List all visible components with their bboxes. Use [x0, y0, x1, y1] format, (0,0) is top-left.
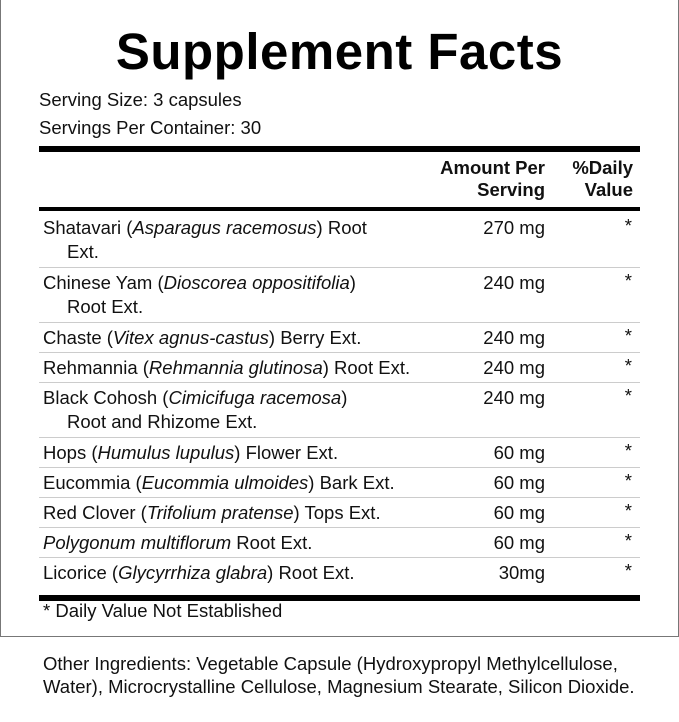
ingredient-latin-name: Cimicifuga racemosa	[168, 387, 342, 408]
ingredient-part: ) Root	[316, 217, 367, 238]
ingredient-part: )	[341, 387, 348, 408]
ingredient-part: ) Flower Ext.	[234, 442, 339, 463]
ingredient-part: ) Berry Ext.	[268, 327, 362, 348]
ingredient-daily-value: *	[624, 440, 632, 461]
ingredient-daily-value: *	[624, 325, 632, 346]
ingredient-daily-value: *	[624, 385, 632, 406]
ingredient-row: Chaste (Vitex agnus-castus) Berry Ext. 24…	[39, 323, 640, 353]
ingredient-part: ) Root Ext.	[322, 357, 411, 378]
header-divider	[39, 207, 640, 211]
ingredient-row: Red Clover (Trifolium pratense) Tops Ext…	[39, 498, 640, 528]
panel-title: Supplement Facts	[115, 23, 564, 80]
ingredient-row: Chinese Yam (Dioscorea oppositifolia) Roo…	[39, 268, 640, 323]
ingredient-common-name: Rehmannia (	[43, 357, 149, 378]
amount-header-line2: Serving	[477, 179, 545, 200]
ingredient-name: Black Cohosh (Cimicifuga racemosa) Root a…	[43, 386, 443, 434]
ingredient-latin-name: Vitex agnus-castus	[112, 327, 269, 348]
ingredient-amount: 240 mg	[483, 357, 545, 378]
ingredient-latin-name: Glycyrrhiza glabra	[118, 562, 268, 583]
ingredient-common-name: Black Cohosh (	[43, 387, 169, 408]
ingredient-name: Chaste (Vitex agnus-castus) Berry Ext.	[43, 326, 443, 350]
ingredient-name: Rehmannia (Rehmannia glutinosa) Root Ext…	[43, 356, 443, 380]
ingredient-part: ) Tops Ext.	[293, 502, 381, 523]
ingredient-common-name: Eucommia (	[43, 472, 142, 493]
ingredient-amount: 60 mg	[493, 502, 545, 523]
dv-header-line2: Value	[584, 179, 633, 200]
ingredient-daily-value: *	[624, 215, 632, 236]
servings-per-container: Servings Per Container: 30	[39, 117, 262, 138]
ingredient-part: ) Bark Ext.	[308, 472, 395, 493]
thick-divider-bottom	[39, 595, 640, 601]
ingredient-common-name: Hops (	[43, 442, 98, 463]
ingredient-row: Rehmannia (Rehmannia glutinosa) Root Ext…	[39, 353, 640, 383]
ingredient-common-name: Shatavari (	[43, 217, 133, 238]
ingredient-name: Licorice (Glycyrrhiza glabra) Root Ext.	[43, 561, 443, 585]
ingredient-name: Eucommia (Eucommia ulmoides) Bark Ext.	[43, 471, 443, 495]
ingredient-part: ) Root Ext.	[267, 562, 355, 583]
ingredient-amount: 60 mg	[493, 472, 545, 493]
thick-divider	[39, 146, 640, 152]
ingredient-name: Shatavari (Asparagus racemosus) Root Ext.	[43, 216, 443, 264]
ingredient-amount: 270 mg	[483, 217, 545, 238]
ingredient-amount: 240 mg	[483, 387, 545, 408]
other-ingredients: Other Ingredients: Vegetable Capsule (Hy…	[43, 653, 635, 697]
ingredient-amount: 240 mg	[483, 272, 545, 293]
ingredient-amount: 30mg	[498, 562, 545, 583]
ingredient-latin-name: Polygonum multiflorum	[43, 532, 232, 553]
ingredient-name-continued: Root Ext.	[67, 296, 144, 317]
ingredient-name: Red Clover (Trifolium pratense) Tops Ext…	[43, 501, 443, 525]
ingredient-part: )	[349, 272, 356, 293]
ingredient-row: Hops (Humulus lupulus) Flower Ext. 60 mg *	[39, 438, 640, 468]
ingredient-daily-value: *	[624, 500, 632, 521]
ingredient-common-name: Red Clover (	[43, 502, 147, 523]
ingredient-latin-name: Humulus lupulus	[97, 442, 235, 463]
ingredient-name: Polygonum multiflorum Root Ext.	[43, 531, 443, 555]
ingredient-amount: 60 mg	[493, 532, 545, 553]
ingredient-common-name: Chinese Yam (	[43, 272, 164, 293]
ingredient-name-continued: Ext.	[67, 241, 99, 262]
amount-header: Amount Per Serving	[440, 157, 545, 201]
ingredient-daily-value: *	[624, 560, 632, 581]
ingredient-row: Shatavari (Asparagus racemosus) Root Ext.…	[39, 213, 640, 268]
ingredient-latin-name: Dioscorea oppositifolia	[163, 272, 350, 293]
ingredient-daily-value: *	[624, 530, 632, 551]
footnote: * Daily Value Not Established	[43, 600, 283, 621]
ingredient-amount: 60 mg	[493, 442, 545, 463]
daily-value-header: %Daily Value	[572, 157, 633, 201]
ingredient-daily-value: *	[624, 355, 632, 376]
serving-size: Serving Size: 3 capsules	[39, 89, 242, 110]
ingredient-latin-name: Trifolium pratense	[146, 502, 294, 523]
ingredient-part: Root Ext.	[231, 532, 313, 553]
ingredient-common-name: Chaste (	[43, 327, 113, 348]
amount-header-line1: Amount Per	[440, 157, 545, 178]
ingredient-row: Black Cohosh (Cimicifuga racemosa) Root a…	[39, 383, 640, 438]
ingredient-name: Chinese Yam (Dioscorea oppositifolia) Roo…	[43, 271, 443, 319]
ingredient-row: Licorice (Glycyrrhiza glabra) Root Ext. 3…	[39, 558, 640, 587]
ingredient-daily-value: *	[624, 270, 632, 291]
ingredient-latin-name: Asparagus racemosus	[132, 217, 317, 238]
ingredient-latin-name: Rehmannia glutinosa	[148, 357, 323, 378]
ingredient-name-continued: Root and Rhizome Ext.	[67, 411, 258, 432]
ingredient-name: Hops (Humulus lupulus) Flower Ext.	[43, 441, 443, 465]
ingredient-row: Eucommia (Eucommia ulmoides) Bark Ext. 60…	[39, 468, 640, 498]
ingredient-common-name: Licorice (	[43, 562, 119, 583]
ingredient-row: Polygonum multiflorum Root Ext. 60 mg *	[39, 528, 640, 558]
ingredient-latin-name: Eucommia ulmoides	[141, 472, 309, 493]
ingredient-daily-value: *	[624, 470, 632, 491]
ingredient-amount: 240 mg	[483, 327, 545, 348]
dv-header-line1: %Daily	[572, 157, 633, 178]
